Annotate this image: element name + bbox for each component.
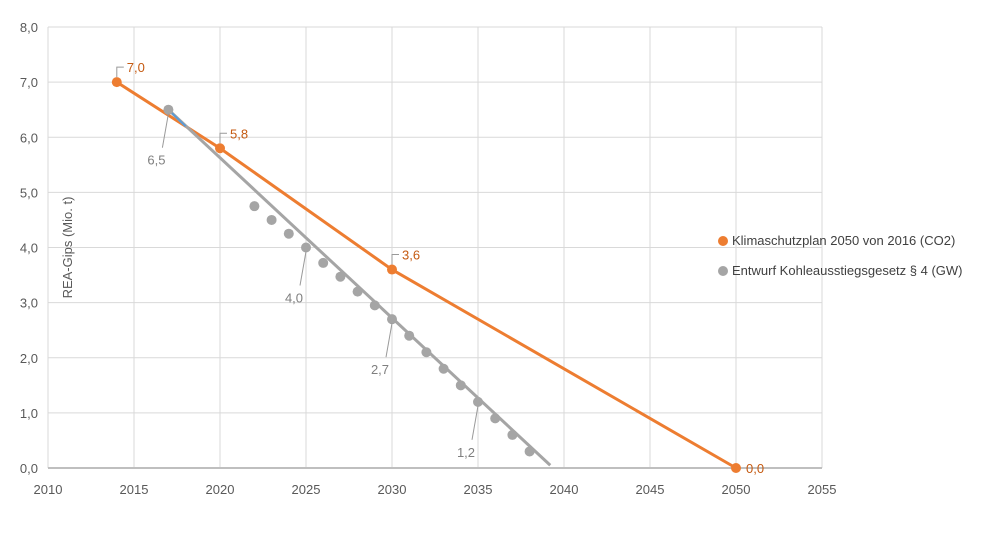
- label-leader: [385, 323, 393, 358]
- y-tick-label: 8,0: [20, 20, 38, 35]
- x-tick-label: 2035: [464, 482, 493, 497]
- legend-marker-gray: [718, 265, 728, 276]
- x-tick-label: 2020: [206, 482, 235, 497]
- data-point-kohleausstieg: [438, 363, 449, 374]
- label-leader: [391, 254, 399, 265]
- data-label: 2,7: [371, 362, 389, 377]
- x-tick-label: 2045: [636, 482, 665, 497]
- data-label: 6,5: [147, 153, 165, 168]
- data-point-klimaschutzplan: [387, 264, 397, 275]
- x-tick-label: 2025: [292, 482, 321, 497]
- x-tick-label: 2030: [378, 482, 407, 497]
- legend-marker-orange: [718, 235, 728, 246]
- data-point-kohleausstieg: [283, 228, 294, 239]
- legend-label: Entwurf Kohleausstiegsgesetz § 4 (GW): [732, 263, 963, 278]
- data-point-klimaschutzplan: [731, 463, 741, 473]
- x-tick-label: 2050: [722, 482, 751, 497]
- data-point-kohleausstieg: [524, 446, 535, 457]
- label-leader: [219, 132, 227, 144]
- y-tick-label: 3,0: [20, 296, 38, 311]
- y-tick-label: 1,0: [20, 406, 38, 421]
- label-leader: [161, 113, 169, 148]
- data-point-kohleausstieg: [249, 201, 260, 212]
- y-tick-label: 2,0: [20, 351, 38, 366]
- data-label: 1,2: [457, 445, 475, 460]
- data-point-klimaschutzplan: [215, 143, 225, 154]
- data-label: 4,0: [285, 291, 303, 306]
- x-tick-label: 2010: [34, 482, 63, 497]
- legend-label: Klimaschutzplan 2050 von 2016 (CO2): [732, 233, 956, 248]
- data-point-kohleausstieg: [369, 300, 380, 311]
- data-point-kohleausstieg: [163, 104, 174, 115]
- data-point-kohleausstieg: [455, 380, 466, 391]
- x-tick-label: 2055: [808, 482, 837, 497]
- label-leader: [471, 405, 479, 440]
- x-tick-label: 2015: [120, 482, 149, 497]
- label-leader: [299, 251, 307, 286]
- y-tick-label: 4,0: [20, 241, 38, 256]
- data-point-kohleausstieg: [404, 330, 415, 341]
- data-point-kohleausstieg: [352, 286, 363, 297]
- data-point-kohleausstieg: [507, 429, 518, 440]
- x-tick-label: 2040: [550, 482, 579, 497]
- y-tick-label: 5,0: [20, 185, 38, 200]
- legend-item-kohleausstieg: Entwurf Kohleausstiegsgesetz § 4 (GW): [718, 263, 963, 278]
- legend-item-klimaschutzplan: Klimaschutzplan 2050 von 2016 (CO2): [718, 233, 955, 248]
- y-tick-label: 7,0: [20, 75, 38, 90]
- data-label: 5,8: [230, 126, 248, 141]
- data-point-kohleausstieg: [421, 347, 432, 358]
- data-point-klimaschutzplan: [111, 77, 122, 88]
- y-tick-label: 6,0: [20, 130, 38, 145]
- data-point-kohleausstieg: [301, 242, 311, 253]
- label-leader: [116, 66, 124, 78]
- data-point-kohleausstieg: [387, 314, 397, 325]
- data-label: 0,0: [746, 461, 764, 476]
- data-point-kohleausstieg: [335, 271, 346, 282]
- data-point-kohleausstieg: [490, 413, 501, 424]
- y-tick-label: 0,0: [20, 461, 38, 476]
- data-label: 3,6: [402, 248, 420, 263]
- series-line-klimaschutzplan: [115, 80, 737, 470]
- data-label: 7,0: [127, 60, 145, 75]
- data-point-kohleausstieg: [266, 214, 277, 225]
- y-axis-title: REA-Gips (Mio. t): [60, 197, 75, 299]
- data-point-kohleausstieg: [473, 396, 483, 407]
- data-point-kohleausstieg: [318, 257, 329, 268]
